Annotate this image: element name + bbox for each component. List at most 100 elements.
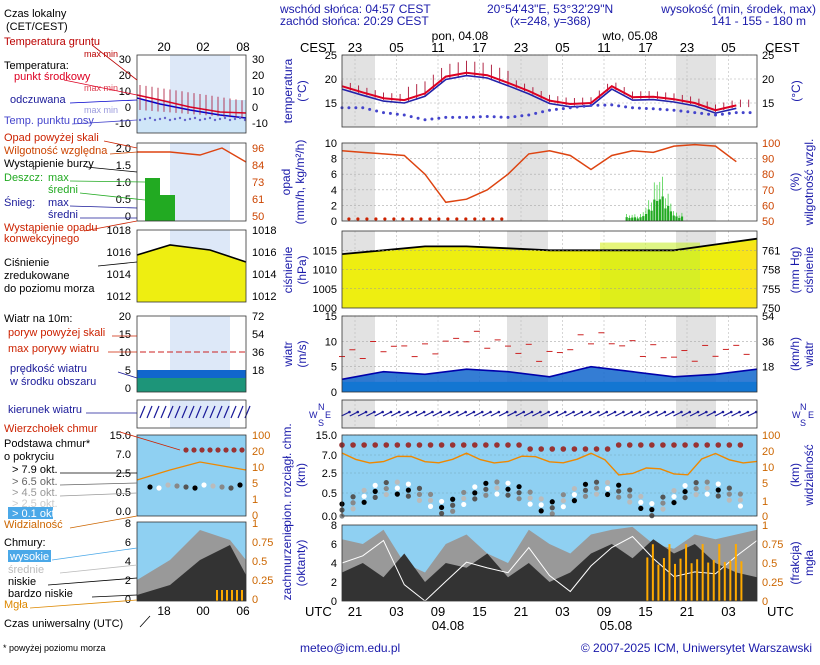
cloud-top-dot: [494, 442, 500, 448]
cloud-top-dot: [416, 442, 423, 448]
mini-cc-ytick: 0: [125, 594, 131, 606]
cloud-base-dot: [560, 498, 566, 504]
legend-rain-max: max: [48, 172, 69, 184]
fog-axis-title: mgła: [802, 550, 816, 576]
mini-cloud-top-dot: [207, 447, 213, 453]
humidity-ytick: 90: [762, 154, 774, 166]
mini-temp-ytick: 10: [119, 86, 131, 98]
legend-snow-max: max: [48, 197, 69, 209]
wind-arrow: [515, 411, 525, 417]
dew-point: [700, 111, 704, 115]
wind-arrow-head: [729, 410, 733, 414]
cloud-base-dot: [549, 505, 555, 511]
legend-conv: Wystąpienie opadu: [4, 222, 97, 234]
mini-wind-arrow: [139, 405, 146, 419]
humidity-ytick: 60: [762, 200, 774, 212]
legend-rain: Deszcz:: [4, 172, 43, 184]
legend-cloud-base: Podstawa chmur*: [4, 438, 91, 450]
cloud-base-dot: [671, 499, 677, 506]
cloud-top-dot: [560, 446, 567, 452]
compass-n-r: N: [800, 402, 807, 412]
dew-point: [465, 115, 468, 119]
elev-values: 141 - 155 - 180 m: [711, 14, 806, 28]
vis-axis-unit: (km): [788, 463, 802, 487]
dew-point: [624, 105, 628, 109]
convective-dot: [392, 217, 396, 221]
day1-bottom: 04.08: [432, 618, 465, 633]
vis-ytick: 0: [762, 511, 768, 523]
wind-arrow-head: [389, 410, 393, 414]
wind-ytick-right: 36: [762, 336, 774, 348]
cloud-base-dot: [505, 486, 511, 492]
mini-fog-ytick: 0.5: [252, 556, 267, 568]
cloud-top-dot: [449, 442, 456, 448]
cloud-base-dot: [439, 498, 445, 505]
cloud-base-dot: [350, 494, 356, 500]
wind-arrow: [648, 411, 657, 417]
precip-ytick: 6: [331, 169, 337, 181]
humidity-ytick: 50: [762, 216, 774, 228]
email-link[interactable]: meteo@icm.edu.pl: [300, 641, 400, 655]
vis-axis-title: widzialność: [802, 444, 816, 506]
mini-night: [170, 143, 230, 221]
cloud-base-dot: [582, 493, 589, 499]
mini-cb-ytick: 2.5: [116, 468, 131, 480]
cloud-base-dot: [582, 487, 589, 493]
mini-dew-dot: [193, 116, 197, 120]
cc-ytick: 6: [331, 539, 337, 551]
dew-point: [347, 106, 351, 110]
bottom-tick: 15: [472, 604, 486, 619]
mini-cloud-base-dot: [147, 484, 153, 490]
cloud-base-dot: [494, 485, 500, 491]
wind-arrow-head: [663, 410, 667, 414]
cloud-base-dot: [450, 496, 456, 502]
mini-border: [136, 54, 247, 134]
hum-axis-unit: (%): [788, 173, 802, 192]
fog-bar: [690, 563, 693, 601]
wind-arrow-head: [671, 410, 675, 414]
mini-temp-ytick-r: 10: [252, 86, 264, 98]
cloud-base-dot: [571, 498, 578, 504]
cloud-base-dot: [737, 491, 744, 497]
mini-cloud-base-dot: [165, 482, 171, 488]
mini-wind-arrow: [202, 405, 209, 419]
humidity-ytick: 80: [762, 169, 774, 181]
cloud-base-dot: [682, 488, 688, 495]
cloud-base-dot: [560, 492, 566, 498]
legend-okt45: > 4.5 okt.: [12, 487, 58, 499]
legend-leader-line: [79, 192, 146, 201]
cloud-base-dot: [627, 487, 633, 493]
dew-point: [707, 112, 711, 116]
cloud-base-dot: [582, 481, 589, 487]
mini-cb-ytick: 0.0: [116, 506, 131, 518]
legend-dew: Temp. punktu rosy: [4, 115, 94, 127]
mini-wind-arrow: [209, 405, 216, 419]
mini-dew-dot: [163, 116, 167, 120]
press-ytick: 1000: [313, 303, 337, 315]
panel-border: [341, 54, 758, 128]
legend-wind-area: w środku obszaru: [9, 376, 96, 388]
top-tick: 11: [431, 40, 445, 55]
cloud-base-dot: [439, 504, 445, 511]
wind-arrow: [581, 411, 591, 417]
cloud-top-dot: [516, 442, 522, 448]
cest-label-left: CEST: [300, 40, 335, 55]
wind-arrow: [673, 411, 682, 417]
wind-arrow: [548, 411, 558, 417]
cloud-top-dot: [726, 442, 733, 448]
mini-dew-dot: [238, 116, 242, 120]
precip-ytick: 10: [325, 138, 337, 150]
dew-point: [631, 106, 634, 110]
legend-feels: odczuwana: [10, 94, 67, 106]
wind-ytick-right: 18: [762, 362, 774, 374]
wind-arrow: [424, 411, 433, 417]
mini-vis-ytick: 10: [252, 462, 264, 474]
cloud-top-dot: [350, 442, 356, 448]
wind-arrow-head: [597, 410, 600, 414]
convective-dot: [437, 217, 441, 221]
wind-arrow-head: [364, 410, 368, 414]
temp-ytick-right: 20: [762, 74, 774, 86]
night-band: [676, 55, 716, 127]
bottom-tick: 09: [597, 604, 611, 619]
feels-like-line: [341, 74, 737, 114]
